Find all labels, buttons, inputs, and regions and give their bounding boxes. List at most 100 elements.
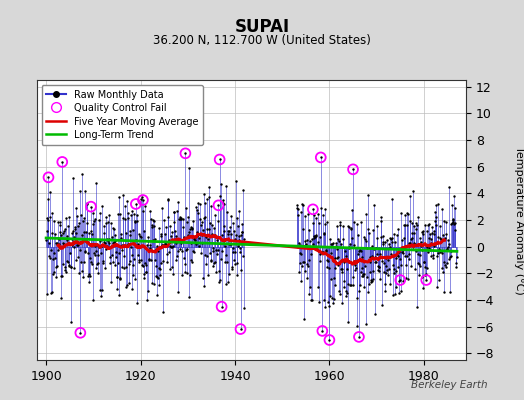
Point: [176, 246, 184, 252]
Point: [188, 259, 196, 265]
Point: [129, 262, 138, 268]
Point: [311, 233, 320, 239]
Point: [375, 264, 383, 270]
Point: [367, 279, 375, 286]
Point: [293, 205, 301, 211]
Point: [160, 242, 168, 249]
Point: [367, 243, 376, 250]
Point: [137, 234, 146, 240]
Point: [353, 323, 361, 329]
Point: [211, 259, 219, 266]
Point: [396, 277, 405, 283]
Point: [107, 220, 115, 226]
Point: [161, 241, 170, 247]
Point: [233, 260, 242, 266]
Point: [359, 271, 367, 278]
Point: [225, 228, 233, 234]
Point: [77, 258, 85, 265]
Point: [83, 200, 92, 206]
Point: [203, 196, 212, 202]
Point: [70, 234, 79, 240]
Point: [79, 215, 88, 221]
Point: [442, 264, 451, 270]
Point: [115, 250, 124, 256]
Point: [357, 219, 365, 226]
Point: [336, 222, 344, 228]
Point: [238, 253, 247, 260]
Point: [236, 326, 245, 332]
Point: [173, 199, 182, 205]
Point: [450, 220, 458, 227]
Point: [346, 224, 355, 231]
Point: [309, 206, 317, 212]
Point: [116, 276, 124, 282]
Point: [328, 241, 336, 248]
Point: [372, 245, 380, 251]
Point: [213, 237, 222, 244]
Point: [403, 253, 411, 260]
Point: [177, 216, 185, 222]
Point: [83, 201, 91, 208]
Point: [71, 224, 80, 230]
Point: [117, 242, 126, 248]
Point: [226, 241, 234, 247]
Point: [58, 159, 67, 165]
Point: [338, 266, 346, 272]
Point: [231, 249, 239, 255]
Point: [425, 230, 434, 237]
Point: [235, 249, 244, 256]
Point: [48, 210, 57, 216]
Point: [196, 216, 204, 222]
Point: [165, 249, 173, 255]
Point: [104, 212, 113, 218]
Point: [132, 201, 140, 207]
Point: [43, 214, 51, 221]
Point: [421, 222, 429, 228]
Point: [123, 282, 132, 289]
Point: [380, 260, 388, 266]
Point: [299, 201, 307, 208]
Point: [438, 206, 446, 212]
Point: [184, 232, 192, 238]
Point: [318, 328, 326, 334]
Point: [299, 226, 308, 232]
Point: [216, 277, 225, 283]
Point: [68, 236, 76, 243]
Point: [134, 240, 143, 247]
Point: [327, 249, 335, 256]
Point: [372, 254, 380, 260]
Point: [194, 232, 202, 238]
Point: [123, 197, 131, 204]
Point: [224, 279, 233, 286]
Point: [144, 238, 152, 245]
Point: [322, 248, 330, 255]
Point: [360, 271, 368, 278]
Point: [331, 255, 339, 262]
Point: [351, 260, 359, 266]
Point: [93, 242, 101, 248]
Point: [167, 244, 176, 250]
Point: [307, 297, 315, 304]
Point: [356, 282, 364, 288]
Point: [417, 274, 425, 280]
Point: [401, 222, 410, 228]
Point: [392, 232, 401, 238]
Point: [431, 209, 440, 216]
Text: Berkeley Earth: Berkeley Earth: [411, 380, 487, 390]
Point: [110, 226, 118, 232]
Point: [333, 254, 342, 261]
Point: [218, 248, 226, 254]
Point: [122, 284, 130, 290]
Point: [403, 210, 411, 216]
Point: [452, 264, 460, 270]
Point: [127, 212, 135, 218]
Point: [92, 248, 100, 254]
Point: [354, 250, 362, 257]
Point: [341, 288, 350, 294]
Point: [427, 236, 435, 242]
Point: [214, 202, 223, 208]
Point: [409, 246, 417, 252]
Point: [417, 239, 425, 245]
Point: [190, 235, 199, 242]
Point: [336, 240, 345, 247]
